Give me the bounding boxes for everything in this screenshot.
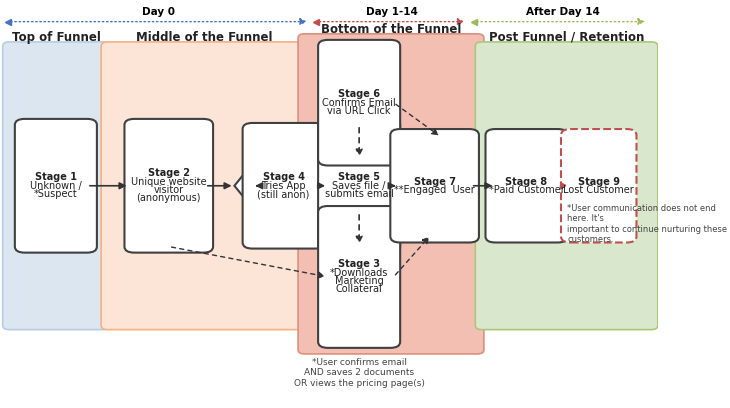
Polygon shape	[234, 170, 261, 202]
Text: Stage 8: Stage 8	[505, 177, 548, 186]
Text: Stage 5: Stage 5	[338, 173, 380, 182]
Text: Top of Funnel: Top of Funnel	[12, 31, 101, 44]
Text: Unknown /: Unknown /	[30, 181, 82, 191]
Text: **Engaged  User: **Engaged User	[394, 185, 475, 195]
Text: Unique website: Unique website	[131, 177, 207, 186]
Text: Stage 1: Stage 1	[35, 173, 77, 182]
FancyBboxPatch shape	[318, 40, 400, 166]
Text: via URL Click: via URL Click	[327, 106, 391, 116]
Text: Middle of the Funnel: Middle of the Funnel	[136, 31, 272, 44]
Text: Marketing: Marketing	[335, 276, 383, 286]
Text: visitor: visitor	[154, 185, 184, 195]
Text: Stage 2: Stage 2	[147, 168, 190, 178]
Text: (still anon): (still anon)	[258, 189, 310, 199]
Text: *User confirms email
AND saves 2 documents
OR views the pricing page(s): *User confirms email AND saves 2 documen…	[293, 358, 425, 388]
Text: *User communication does not end here. It's
important to continue nurturing thes: *User communication does not end here. I…	[567, 204, 727, 244]
Text: *Downloads: *Downloads	[330, 268, 388, 278]
Text: Collateral: Collateral	[336, 284, 383, 295]
Text: Bottom of the Funnel: Bottom of the Funnel	[320, 23, 461, 36]
Text: After Day 14: After Day 14	[526, 7, 599, 17]
Text: Stage 7: Stage 7	[414, 177, 456, 186]
Text: (anonymous): (anonymous)	[137, 193, 201, 203]
FancyBboxPatch shape	[125, 119, 213, 253]
FancyBboxPatch shape	[561, 129, 637, 242]
FancyBboxPatch shape	[3, 42, 110, 330]
Text: Stage 4: Stage 4	[263, 173, 304, 182]
Text: Confirms Email: Confirms Email	[322, 98, 396, 108]
Text: *Paid Customer: *Paid Customer	[488, 185, 564, 195]
FancyBboxPatch shape	[15, 119, 97, 253]
Text: Day 0: Day 0	[142, 7, 175, 17]
FancyBboxPatch shape	[242, 123, 325, 248]
Text: Day 1-14: Day 1-14	[366, 7, 418, 17]
FancyBboxPatch shape	[391, 129, 479, 242]
FancyBboxPatch shape	[318, 119, 400, 253]
Text: Stage 9: Stage 9	[577, 177, 620, 186]
Text: Stage 3: Stage 3	[338, 259, 380, 269]
Text: Lost Customer: Lost Customer	[564, 185, 634, 195]
Text: submits email: submits email	[325, 189, 393, 199]
Text: *Suspect: *Suspect	[34, 189, 78, 199]
FancyBboxPatch shape	[101, 42, 307, 330]
FancyBboxPatch shape	[318, 206, 400, 348]
Text: Saves file /: Saves file /	[332, 181, 386, 191]
FancyBboxPatch shape	[298, 34, 484, 354]
Text: Tries App: Tries App	[261, 181, 306, 191]
FancyBboxPatch shape	[485, 129, 567, 242]
Text: Stage 6: Stage 6	[338, 89, 380, 100]
Text: Post Funnel / Retention: Post Funnel / Retention	[489, 31, 645, 44]
FancyBboxPatch shape	[475, 42, 658, 330]
